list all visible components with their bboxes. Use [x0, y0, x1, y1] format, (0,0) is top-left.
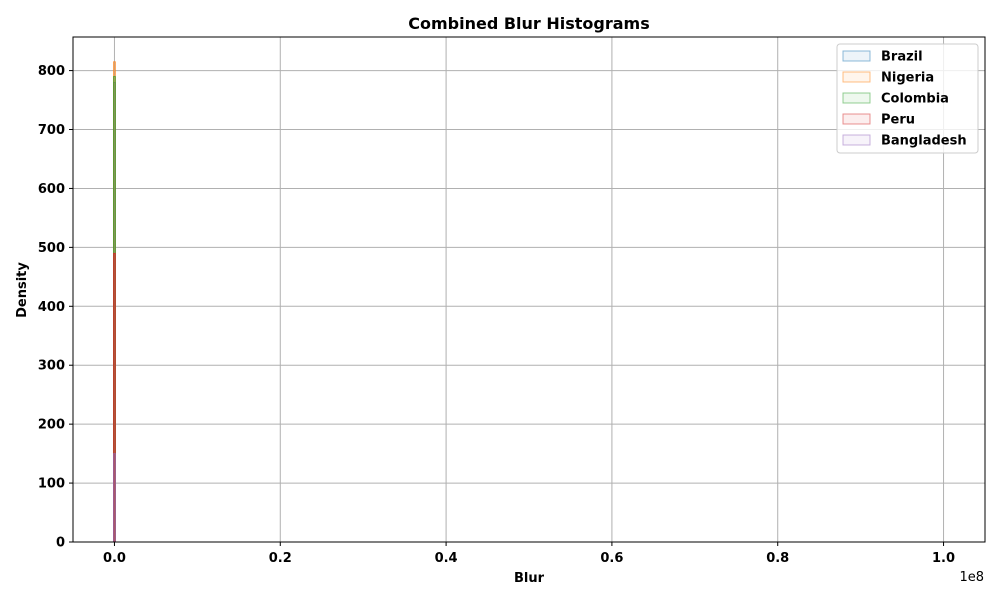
x-tick-label: 0.8 [766, 551, 789, 566]
histogram-series-layer [113, 61, 116, 543]
x-tick-label: 0.6 [600, 551, 623, 566]
y-axis-label: Density [15, 262, 30, 318]
legend-swatch-colombia [842, 92, 871, 104]
legend-label-nigeria: Nigeria [881, 71, 934, 86]
plot-frame [72, 36, 986, 543]
legend-label-bangladesh: Bangladesh [881, 134, 967, 149]
legend-swatch-bangladesh [842, 134, 871, 146]
legend: Brazil Nigeria Colombia Peru Bangladesh [836, 43, 979, 154]
legend-label-colombia: Colombia [881, 92, 949, 107]
legend-label-peru: Peru [881, 113, 915, 128]
x-tick-label: 0.2 [269, 551, 292, 566]
y-tick-label: 100 [38, 477, 65, 492]
x-tick-label: 0.4 [435, 551, 458, 566]
y-tick-label: 300 [38, 359, 65, 374]
legend-swatch-nigeria [842, 71, 871, 83]
x-tick-label: 1.0 [932, 551, 955, 566]
y-tick-label: 200 [38, 418, 65, 433]
y-tick-label: 800 [38, 64, 65, 79]
legend-entries: Brazil Nigeria Colombia Peru Bangladesh [842, 50, 967, 149]
chart-title: Combined Blur Histograms [408, 14, 650, 33]
y-tick-label: 0 [56, 536, 65, 551]
axis-ticks-layer: 0.0 0.2 0.4 0.6 0.8 1.0 0 100 200 300 400 500 600 700… [38, 64, 955, 566]
histogram-bar-bangladesh [113, 453, 116, 543]
legend-swatch-peru [842, 113, 871, 125]
y-tick-label: 600 [38, 182, 65, 197]
x-axis-offset-label: 1e8 [959, 570, 984, 585]
y-tick-label: 500 [38, 241, 65, 256]
legend-swatch-brazil [842, 50, 871, 62]
legend-label-brazil: Brazil [881, 50, 923, 65]
y-tick-label: 700 [38, 123, 65, 138]
x-tick-label: 0.0 [103, 551, 126, 566]
x-axis-label: Blur [514, 571, 545, 586]
legend-frame [836, 43, 979, 154]
y-tick-label: 400 [38, 300, 65, 315]
